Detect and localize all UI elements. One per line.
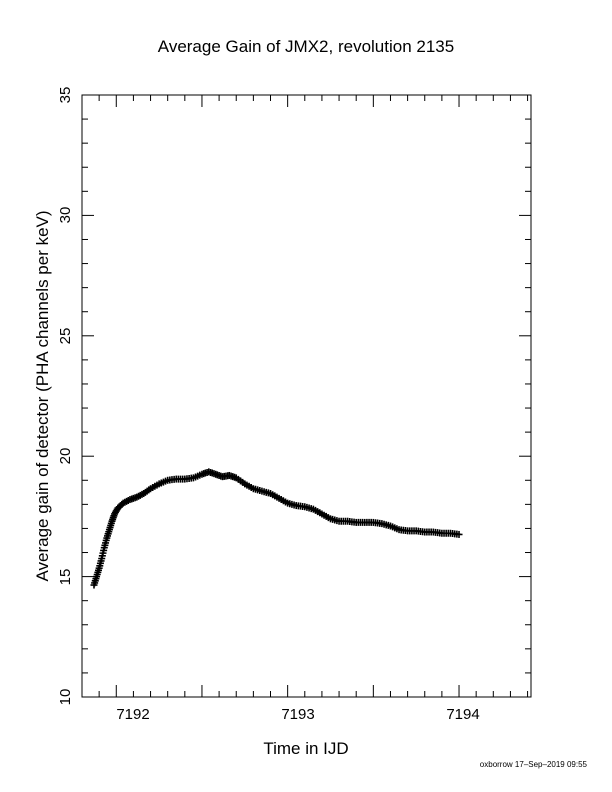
data-point-marker — [324, 514, 332, 522]
data-point-marker — [247, 484, 255, 492]
x-axis-label: Time in IJD — [263, 739, 348, 758]
data-point-marker — [299, 502, 307, 510]
data-point-marker — [384, 521, 392, 529]
data-point-marker — [105, 528, 113, 536]
data-point-marker — [100, 546, 108, 554]
data-point-marker — [131, 494, 139, 502]
data-point-marker — [92, 575, 100, 583]
data-point-marker — [110, 512, 118, 520]
data-point-marker — [112, 507, 120, 515]
y-tick-label-30: 30 — [57, 207, 74, 224]
data-point-marker — [264, 489, 272, 497]
data-point-marker — [453, 530, 461, 538]
data-point-marker — [393, 525, 401, 533]
y-axis-label: Average gain of detector (PHA channels p… — [33, 210, 52, 581]
axis-ticks — [81, 94, 531, 698]
data-point-marker — [187, 474, 195, 482]
data-point-marker — [94, 566, 102, 574]
data-point-marker — [273, 493, 281, 501]
data-point-marker — [239, 478, 247, 486]
data-point-marker — [196, 471, 204, 479]
data-point-marker — [256, 487, 264, 495]
chart-title: Average Gain of JMX2, revolution 2135 — [158, 37, 454, 56]
x-tick-label-7192: 7192 — [116, 706, 149, 723]
plot-frame — [81, 94, 532, 698]
data-point-marker — [210, 470, 218, 478]
data-point-marker — [97, 557, 105, 565]
footer-credit: oxborrow 17–Sep–2019 09:55 — [480, 760, 588, 769]
y-tick-label-15: 15 — [57, 569, 74, 586]
y-tick-label-25: 25 — [57, 328, 74, 345]
data-point-marker — [124, 496, 132, 504]
x-tick-label-7194: 7194 — [446, 706, 479, 723]
data-point-marker — [307, 505, 315, 513]
x-tick-label-7193: 7193 — [281, 706, 314, 723]
data-series — [90, 468, 463, 589]
data-point-marker — [117, 502, 125, 510]
data-point-marker — [162, 477, 170, 485]
data-point-marker — [145, 486, 153, 494]
data-point-marker — [102, 536, 110, 544]
y-tick-label-35: 35 — [57, 87, 74, 104]
data-point-marker — [316, 509, 324, 517]
data-point-marker — [290, 501, 298, 509]
data-point-marker — [107, 519, 115, 527]
data-point-marker — [376, 519, 384, 527]
y-tick-label-20: 20 — [57, 448, 74, 465]
y-tick-label-10: 10 — [57, 689, 74, 706]
data-point-marker — [282, 498, 290, 506]
data-point-marker — [231, 473, 239, 481]
data-point-marker — [153, 481, 161, 489]
